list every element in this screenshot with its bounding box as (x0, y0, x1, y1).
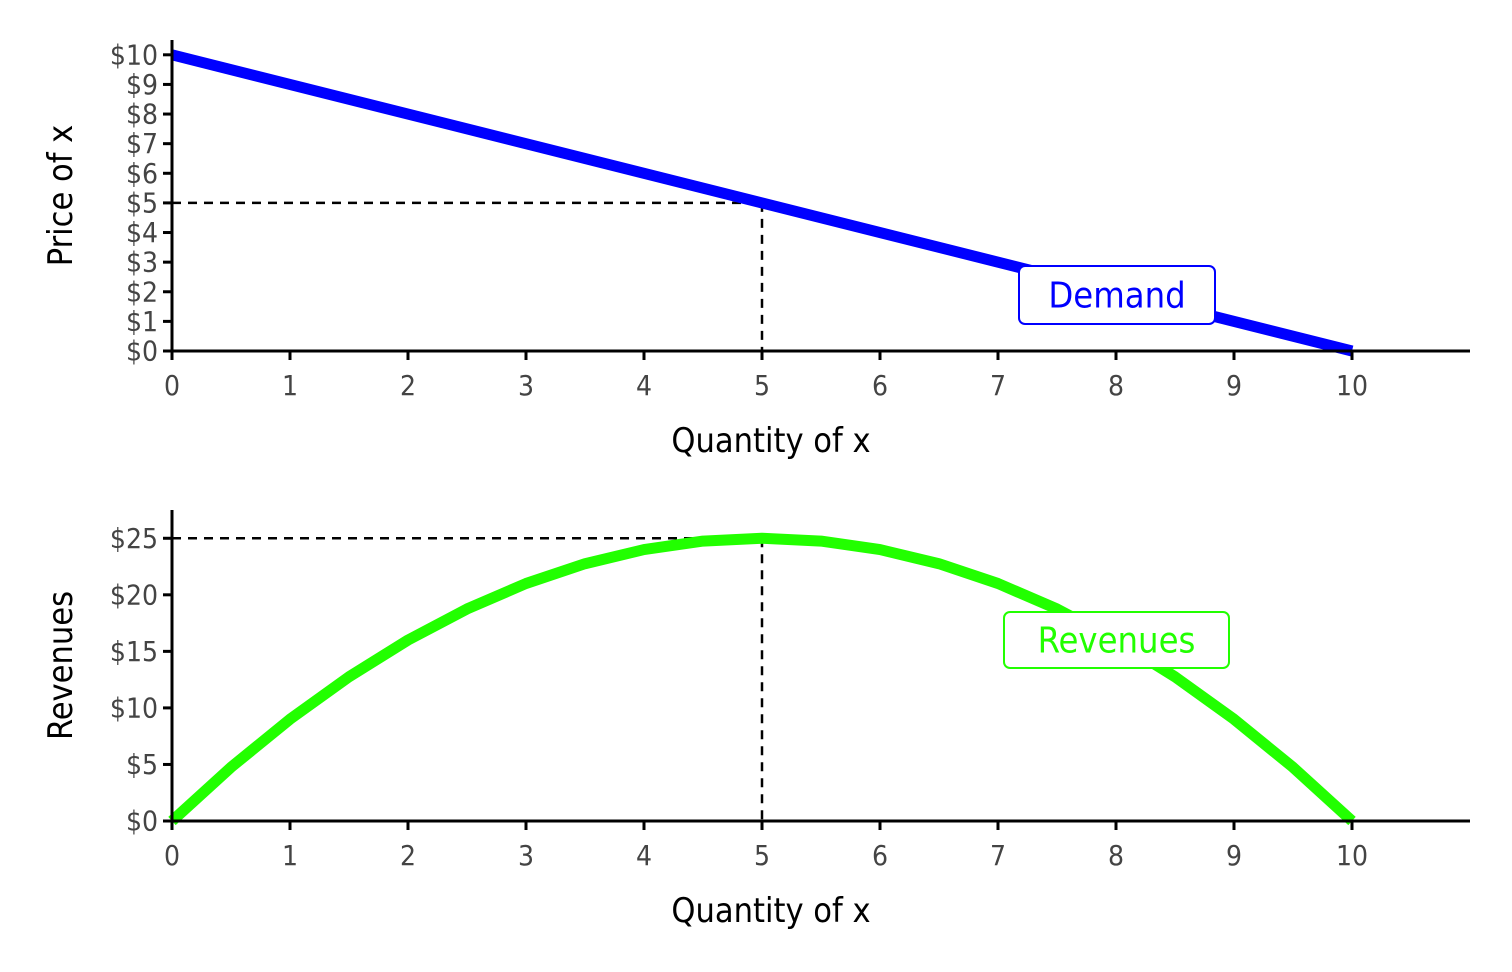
demand-x-tick-label: 3 (518, 369, 534, 402)
demand-curve-label: Demand (1018, 265, 1216, 325)
demand-y-tick-label: $7 (126, 127, 158, 160)
demand-x-tick-label: 0 (164, 369, 180, 402)
demand-label-text: Demand (1048, 276, 1185, 317)
demand-y-tick-label: $1 (126, 305, 158, 338)
revenues-label-text: Revenues (1038, 621, 1196, 662)
revenues-reference-lines (172, 537, 764, 821)
revenues-y-tick-label: $25 (110, 522, 158, 555)
demand-y-tick-label: $10 (110, 38, 158, 71)
revenues-x-ticks: 0 1 2 3 4 5 6 7 8 9 10 (164, 821, 1368, 872)
revenues-x-tick-label: 2 (400, 839, 416, 872)
demand-reference-lines (172, 201, 764, 351)
demand-panel: 0 1 2 3 4 5 6 7 8 9 10 $0$1$2$3$4$5$6$7$8$9$10 Dem… (41, 38, 1470, 461)
revenues-y-tick-label: $20 (110, 578, 158, 611)
revenues-y-tick-label: $0 (126, 805, 158, 838)
revenues-curve-label: Revenues (1003, 611, 1230, 669)
demand-label-box (1018, 265, 1216, 325)
revenues-y-tick-label: $15 (110, 635, 158, 668)
revenues-x-tick-label: 4 (636, 839, 652, 872)
demand-x-tick-label: 9 (1226, 369, 1242, 402)
demand-y-tick-label: $9 (126, 68, 158, 101)
revenues-x-tick-label: 8 (1108, 839, 1124, 872)
revenues-y-tick-label: $10 (110, 691, 158, 724)
revenues-y-tick-label: $5 (126, 748, 158, 781)
demand-y-tick-label: $8 (126, 98, 158, 131)
demand-x-tick-label: 7 (990, 369, 1006, 402)
revenues-x-axis-title: Quantity of x (671, 891, 870, 931)
demand-x-tick-label: 1 (282, 369, 298, 402)
revenues-y-ticks: $0 $5 $10 $15 $20 $25 (110, 522, 172, 838)
demand-y-axis-title: Price of x (41, 125, 81, 267)
revenues-x-tick-label: 3 (518, 839, 534, 872)
demand-x-axis-title: Quantity of x (671, 421, 870, 461)
revenues-x-tick-label: 6 (872, 839, 888, 872)
demand-x-tick-label: 2 (400, 369, 416, 402)
demand-y-tick-label: $3 (126, 246, 158, 279)
revenues-label-box (1003, 611, 1230, 669)
revenues-x-tick-label: 0 (164, 839, 180, 872)
demand-x-tick-label: 4 (636, 369, 652, 402)
revenues-x-tick-label: 1 (282, 839, 298, 872)
demand-x-tick-label: 6 (872, 369, 888, 402)
demand-y-tick-label: $0 (126, 335, 158, 368)
revenues-x-tick-label: 10 (1336, 839, 1368, 872)
demand-x-ticks: 0 1 2 3 4 5 6 7 8 9 10 (164, 351, 1368, 402)
demand-x-tick-label: 5 (754, 369, 770, 402)
demand-y-tick-label: $2 (126, 275, 158, 308)
revenues-x-tick-label: 5 (754, 839, 770, 872)
demand-y-tick-label: $5 (126, 186, 158, 219)
demand-x-tick-label: 10 (1336, 369, 1368, 402)
revenues-x-tick-label: 9 (1226, 839, 1242, 872)
demand-y-ticks: $0$1$2$3$4$5$6$7$8$9$10 (110, 38, 172, 368)
demand-x-tick-label: 8 (1108, 369, 1124, 402)
revenues-panel: 0 1 2 3 4 5 6 7 8 9 10 $0 $5 $10 $15 $20 $25 Revenues Q… (41, 510, 1470, 931)
revenues-x-tick-label: 7 (990, 839, 1006, 872)
revenues-y-axis-title: Revenues (41, 591, 81, 740)
demand-y-tick-label: $4 (126, 216, 158, 249)
demand-y-tick-label: $6 (126, 157, 158, 190)
